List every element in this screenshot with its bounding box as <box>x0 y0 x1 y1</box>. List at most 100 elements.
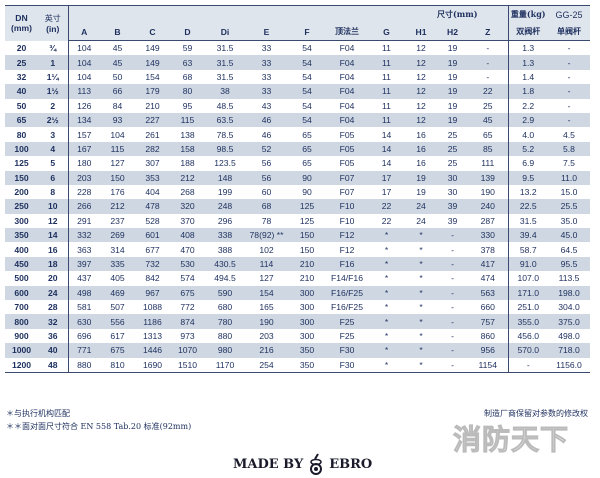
table-cell: 24 <box>405 199 437 214</box>
table-cell: 570.0 <box>507 343 548 358</box>
table-cell: 16 <box>416 158 426 169</box>
table-row: 450 18 397 335 732 530 430.5 114 210 F16 * * -417 91.… <box>5 256 590 272</box>
table-cell: 63.5 <box>205 112 245 128</box>
table-cell: * <box>419 273 423 284</box>
table-cell: 6 <box>38 170 68 185</box>
table-cell: 417 <box>468 256 508 272</box>
table-cell: 216 <box>245 343 288 358</box>
table-cell: 860 <box>480 331 495 341</box>
table-cell: * <box>405 314 437 329</box>
table-cell: 198.0 <box>548 285 590 301</box>
table-cell: * <box>384 273 389 284</box>
table-cell: 139 <box>468 170 508 185</box>
table-cell: 114 <box>245 256 288 272</box>
table-row: 125 5 180 127 307 188 123.5 56 65 F05 14 16 25 111 6.9… <box>5 156 590 171</box>
table-cell: 17 <box>381 187 392 198</box>
table-cell: 43 <box>261 100 272 111</box>
table-cell: 19 <box>416 187 426 198</box>
table-cell: 45 <box>112 43 123 54</box>
table-cell: 14 <box>38 228 68 243</box>
table-cell: 11 <box>382 100 391 111</box>
table-cell: - <box>548 84 590 99</box>
table-row: 100 4 167 115 282 158 98.5 52 65 F05 14 16 25 85 5.2 5.… <box>5 141 590 157</box>
table-cell: 199 <box>217 187 233 198</box>
table-cell: 200 <box>14 187 29 198</box>
table-cell: 397 <box>67 256 100 272</box>
table-cell: 675 <box>100 343 135 358</box>
table-cell: 210 <box>145 100 160 111</box>
table-cell: 212 <box>100 199 135 214</box>
table-cell: 65 <box>5 112 38 128</box>
table-cell: 102 <box>259 244 274 255</box>
table-cell: 45 <box>100 55 135 70</box>
table-cell: 469 <box>100 285 135 301</box>
table-cell: * <box>368 256 405 272</box>
table-cell: 126 <box>67 98 100 113</box>
table-cell: 240 <box>468 199 508 214</box>
table-cell: 54 <box>288 84 326 99</box>
table-cell: 842 <box>145 273 160 284</box>
table-cell: 25 <box>447 129 458 140</box>
table-cell: 251.0 <box>507 300 548 315</box>
table-cell: 111 <box>481 158 495 169</box>
table-cell: 498.0 <box>558 331 580 341</box>
table-cell: 68 <box>245 199 288 214</box>
table-cell: 11 <box>368 84 405 99</box>
table-cell: 338 <box>205 228 245 243</box>
table-cell: 20 <box>16 42 27 53</box>
table-cell: 450 <box>5 256 38 272</box>
table-cell: * <box>405 285 437 301</box>
table-cell: 19 <box>447 100 458 111</box>
table-cell: 5.2 <box>507 141 548 157</box>
table-cell: 1¼ <box>46 71 59 82</box>
table-cell: 1½ <box>38 84 68 99</box>
table-cell: * <box>368 228 405 243</box>
weight-title: 重量(kg) <box>507 5 548 23</box>
table-cell: 59 <box>182 43 193 54</box>
table-cell: 19 <box>437 84 468 99</box>
column-header: Di <box>205 23 245 41</box>
table-cell: 430.5 <box>205 256 245 272</box>
table-cell: 16 <box>405 141 437 157</box>
table-cell: 104 <box>67 40 100 56</box>
table-cell: 973 <box>180 331 195 341</box>
table-cell: 254 <box>245 357 288 373</box>
table-cell: 115 <box>170 112 205 128</box>
table-cell: 25 <box>447 158 458 169</box>
table-cell: 33 <box>261 43 272 54</box>
table-cell: 474 <box>480 273 495 284</box>
column-header: A <box>67 23 100 41</box>
table-cell: 210 <box>299 273 315 284</box>
table-cell: 14 <box>368 141 405 157</box>
table-cell: 980 <box>205 343 245 358</box>
table-cell: 19 <box>437 112 468 128</box>
table-cell: 68 <box>182 71 193 82</box>
column-header: B <box>100 23 135 41</box>
table-cell: 874 <box>170 314 205 329</box>
inch-unit: (in) <box>46 23 60 34</box>
table-cell: 18 <box>38 256 68 272</box>
table-cell: 601 <box>135 228 170 243</box>
table-cell: 1446 <box>135 343 170 358</box>
table-cell: 95 <box>182 100 193 111</box>
table-cell: F12 <box>339 244 355 255</box>
table-cell: * <box>368 285 405 301</box>
table-row: 1000 40 771 675 1446 1070 980 216 350 F30 * * -956 57… <box>5 343 590 358</box>
table-cell: 154 <box>145 71 160 82</box>
table-cell: 46 <box>245 112 288 128</box>
table-cell: 296 <box>217 215 233 226</box>
table-cell: 65 <box>302 129 312 140</box>
table-cell: 12 <box>405 55 437 70</box>
table-cell: 66 <box>100 84 135 99</box>
table-row: 32 1¼ 104 50 154 68 31.5 33 54 F04 11 12 19 - 1.4 - <box>5 69 590 85</box>
table-cell: 456.0 <box>507 328 548 344</box>
column-header: C <box>135 23 170 41</box>
table-cell: 478 <box>135 199 170 214</box>
table-cell: * <box>405 357 437 373</box>
table-cell: 150 <box>288 228 326 243</box>
table-cell: 25 <box>437 141 468 157</box>
table-cell: F07 <box>339 187 355 198</box>
table-cell: 30 <box>447 187 458 198</box>
table-cell: 350 <box>288 357 326 373</box>
table-cell: - <box>437 256 468 272</box>
